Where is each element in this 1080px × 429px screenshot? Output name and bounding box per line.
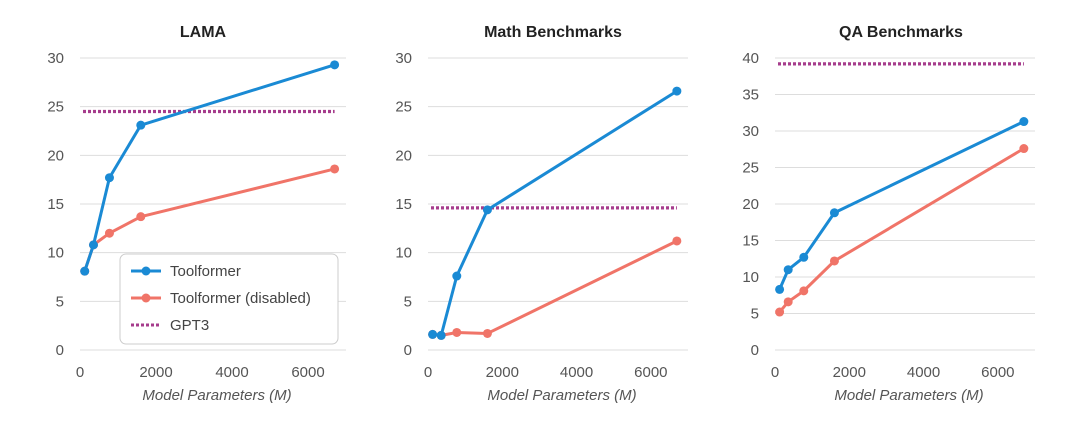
toolformer-disabled-point	[330, 164, 340, 174]
legend-label: Toolformer (disabled)	[170, 290, 311, 307]
y-tick-label: 0	[56, 342, 64, 359]
toolformer-disabled-point	[136, 212, 146, 222]
y-tick-label: 0	[404, 342, 412, 359]
panel-3: QA Benchmarks 0 5 10 15 20 25 30 35 40 0 2000 4000 60…	[742, 24, 1035, 404]
chart-title: Math Benchmarks	[484, 24, 622, 41]
y-tick-label: 20	[742, 196, 759, 213]
toolformer-point	[775, 284, 785, 294]
y-tick-label: 5	[56, 293, 64, 310]
toolformer-disabled-line	[432, 239, 678, 337]
toolformer-point	[829, 208, 839, 218]
y-tick-label: 30	[395, 50, 412, 67]
toolformer-disabled-point	[104, 228, 114, 238]
x-tick-label: 2000	[833, 364, 866, 381]
toolformer-point	[436, 330, 446, 340]
x-tick-label: 2000	[139, 364, 172, 381]
chart-title: LAMA	[180, 24, 227, 41]
y-tick-label: 5	[404, 293, 412, 310]
panel-2: Math Benchmarks 0 5 10 15 20 25 30 0 2000 4000 6000…	[395, 24, 688, 404]
y-tick-label: 25	[395, 99, 412, 116]
y-tick-label: 10	[395, 245, 412, 262]
x-axis-label: Model Parameters (M)	[142, 387, 291, 404]
toolformer-disabled-point	[1019, 144, 1029, 154]
toolformer-disabled-point	[672, 236, 682, 246]
y-tick-label: 25	[47, 99, 64, 116]
toolformer-point	[80, 266, 90, 276]
toolformer-point	[452, 271, 462, 281]
toolformer-point	[482, 205, 492, 215]
toolformer-disabled-point	[775, 307, 785, 317]
toolformer-point	[672, 86, 682, 96]
x-axis-label: Model Parameters (M)	[834, 387, 983, 404]
legend-item-gpt3: GPT3	[131, 317, 209, 334]
y-tick-label: 20	[47, 147, 64, 164]
x-tick-label: 6000	[291, 364, 324, 381]
toolformer-point	[88, 240, 98, 250]
y-tick-label: 0	[751, 342, 759, 359]
x-tick-label: 2000	[486, 364, 519, 381]
toolformer-point	[783, 265, 793, 275]
legend-item-toolformer: Toolformer	[131, 263, 241, 280]
toolformer-disabled-line	[778, 147, 1025, 314]
chart-title: QA Benchmarks	[839, 24, 963, 41]
legend-label: GPT3	[170, 317, 209, 334]
toolformer-line	[432, 89, 678, 337]
x-tick-label: 0	[771, 364, 779, 381]
x-tick-label: 0	[424, 364, 432, 381]
y-tick-label: 30	[47, 50, 64, 67]
toolformer-point	[428, 329, 438, 339]
toolformer-disabled-point	[452, 327, 462, 337]
y-tick-label: 30	[742, 123, 759, 140]
x-axis-label: Model Parameters (M)	[487, 387, 636, 404]
toolformer-line	[778, 120, 1025, 291]
y-tick-label: 15	[395, 196, 412, 213]
y-tick-label: 10	[47, 245, 64, 262]
legend-item-toolformer-disabled: Toolformer (disabled)	[131, 290, 311, 307]
y-tick-label: 20	[395, 147, 412, 164]
x-tick-label: 0	[76, 364, 84, 381]
x-tick-label: 4000	[560, 364, 593, 381]
legend-label: Toolformer	[170, 263, 241, 280]
toolformer-disabled-point	[799, 286, 809, 296]
toolformer-disabled-point	[783, 297, 793, 307]
y-tick-label: 5	[751, 306, 759, 323]
y-tick-label: 25	[742, 160, 759, 177]
y-tick-label: 15	[47, 196, 64, 213]
x-tick-label: 6000	[981, 364, 1014, 381]
legend-swatch-marker	[141, 293, 151, 303]
toolformer-point	[330, 60, 340, 70]
x-tick-label: 4000	[215, 364, 248, 381]
toolformer-point	[799, 252, 809, 262]
legend-box	[119, 253, 339, 345]
x-tick-label: 4000	[907, 364, 940, 381]
legend-swatch-marker	[141, 266, 151, 276]
y-tick-label: 40	[742, 50, 759, 67]
y-tick-label: 35	[742, 87, 759, 104]
toolformer-disabled-point	[482, 328, 492, 338]
toolformer-point	[1019, 117, 1029, 127]
toolformer-point	[104, 173, 114, 183]
toolformer-line	[83, 63, 336, 272]
legend: Toolformer Toolformer (disabled) GPT3	[119, 253, 339, 345]
y-tick-label: 15	[742, 233, 759, 250]
y-tick-label: 10	[742, 269, 759, 286]
toolformer-point	[136, 120, 146, 130]
x-tick-label: 6000	[634, 364, 667, 381]
toolformer-disabled-point	[829, 256, 839, 266]
